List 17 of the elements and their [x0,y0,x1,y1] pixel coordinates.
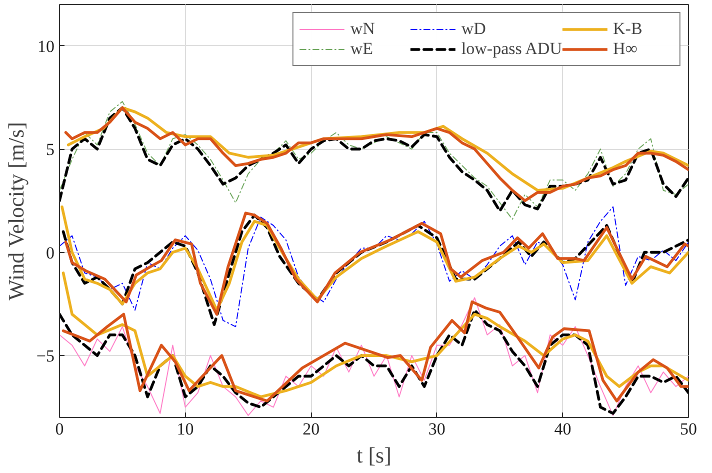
y-tick-label: −5 [36,346,55,366]
legend-label: low-pass ADU [461,39,562,59]
x-tick-label: 10 [176,420,194,438]
legend-label: K-B [613,19,644,39]
x-tick-label: 20 [302,420,320,438]
x-axis-title: t [s] [356,442,392,468]
x-tick-label: 30 [428,420,446,438]
x-tick-label: 40 [554,420,572,438]
legend-label: wD [461,19,487,39]
x-tick-label: 50 [680,420,697,438]
y-tick-label: 10 [38,36,54,56]
y-axis-title: Wind Velocity [m/s] [3,122,28,300]
y-tick-label: 0 [46,243,54,262]
legend-label: wE [350,39,374,59]
legend-label: H∞ [613,39,638,59]
legend-label: wN [350,19,376,39]
y-tick-label: 5 [46,140,54,160]
